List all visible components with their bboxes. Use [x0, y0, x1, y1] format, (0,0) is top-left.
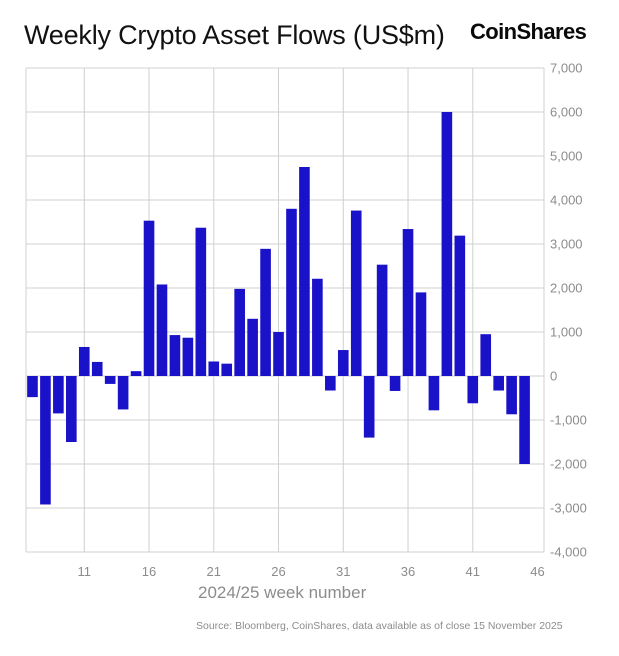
y-tick-label: 7,000 [550, 61, 583, 76]
y-tick-label: -4,000 [550, 545, 587, 560]
y-tick-label: 2,000 [550, 281, 583, 296]
bar-week-9 [53, 376, 64, 413]
bar-week-26 [273, 332, 284, 376]
bar-week-8 [40, 376, 51, 504]
bar-week-39 [442, 112, 453, 376]
bar-week-7 [27, 376, 38, 397]
bar-week-11 [79, 347, 90, 376]
bar-week-37 [416, 292, 427, 376]
bar-week-22 [221, 364, 232, 376]
bar-week-43 [493, 376, 504, 391]
bars [27, 112, 543, 504]
bar-week-10 [66, 376, 77, 442]
x-tick-label: 16 [142, 564, 156, 579]
x-tick-label: 21 [207, 564, 221, 579]
y-tick-label: -3,000 [550, 501, 587, 516]
bar-week-28 [299, 167, 310, 376]
x-axis-label: 2024/25 week number [198, 583, 366, 603]
x-tick-label: 36 [401, 564, 415, 579]
y-tick-label: 0 [550, 369, 557, 384]
bar-week-30 [325, 376, 336, 391]
bar-week-17 [157, 284, 168, 376]
y-tick-label: 5,000 [550, 149, 583, 164]
y-tick-label: 6,000 [550, 105, 583, 120]
x-tick-label: 26 [271, 564, 285, 579]
bar-week-45 [519, 376, 530, 464]
gridlines [26, 68, 544, 552]
x-axis-ticks: 11 16 21 26 31 36 41 46 [78, 564, 545, 579]
y-tick-label: 1,000 [550, 325, 583, 340]
bar-week-42 [480, 334, 491, 376]
bar-week-18 [170, 335, 181, 376]
bar-week-38 [429, 376, 440, 410]
bar-week-13 [105, 376, 116, 384]
source-note: Source: Bloomberg, CoinShares, data avai… [196, 620, 563, 632]
bar-week-27 [286, 209, 297, 376]
x-tick-label: 31 [336, 564, 350, 579]
bar-week-21 [208, 361, 219, 376]
bar-week-24 [247, 319, 258, 376]
bar-week-44 [506, 376, 517, 414]
y-tick-label: -1,000 [550, 413, 587, 428]
bar-week-16 [144, 221, 155, 376]
bar-week-31 [338, 350, 349, 376]
y-tick-label: 4,000 [550, 193, 583, 208]
bar-week-25 [260, 249, 271, 376]
bar-week-29 [312, 279, 323, 376]
bar-week-14 [118, 376, 129, 409]
x-tick-label: 11 [78, 564, 92, 579]
bar-week-35 [390, 376, 401, 391]
bar-week-32 [351, 211, 362, 376]
y-tick-label: 3,000 [550, 237, 583, 252]
y-axis-ticks: 7,000 6,000 5,000 4,000 3,000 2,000 1,000 0 -1,0… [550, 61, 587, 560]
bar-week-15 [131, 371, 142, 376]
bar-week-36 [403, 229, 414, 376]
x-tick-label: 46 [530, 564, 544, 579]
x-tick-label: 41 [466, 564, 480, 579]
bar-week-19 [183, 338, 194, 376]
bar-week-33 [364, 376, 375, 438]
bar-week-12 [92, 362, 103, 376]
bar-week-34 [377, 265, 388, 376]
bar-week-23 [234, 289, 245, 376]
bar-week-41 [467, 376, 478, 403]
bar-week-20 [196, 228, 207, 376]
bar-week-40 [455, 236, 466, 376]
y-tick-label: -2,000 [550, 457, 587, 472]
